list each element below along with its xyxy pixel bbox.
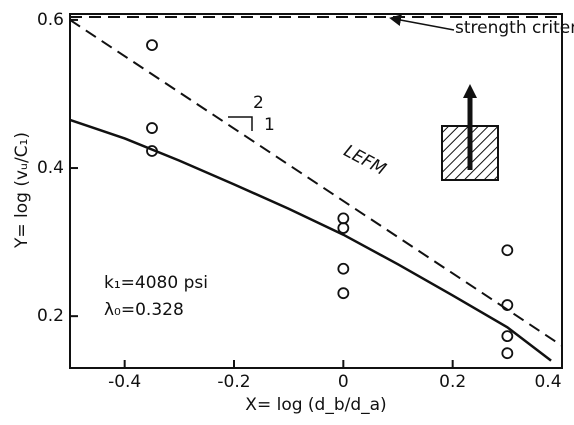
x-tick-label: 0.2 [439,372,466,392]
x-tick-label: -0.2 [217,372,250,392]
x-axis-label: X= log (d_b/d_a) [245,395,386,415]
series-line [69,118,552,362]
slope-triangle [228,116,253,131]
x-tick-label: 0 [338,372,349,392]
data-point [501,244,514,257]
annotation: λ₀=0.328 [104,300,184,320]
y-tick-label: 0.2 [37,306,64,326]
data-point [337,212,350,225]
annotation-arrow [389,14,455,31]
series-line [69,19,563,347]
data-point [501,299,514,311]
x-tick-label: 0.4 [534,372,561,392]
data-point [337,262,350,275]
y-tick-label: 0.4 [37,158,64,178]
data-point [337,222,350,234]
data-point [146,39,158,52]
y-axis-label: Y= log (vᵤ/C₁) [12,132,32,249]
y-tick-label: 0.6 [37,10,64,30]
data-point [337,287,350,300]
annotation: 2 [253,93,264,113]
data-point [501,347,514,360]
series-label: strength criterion [455,18,574,38]
data-point [501,330,514,343]
annotation: k₁=4080 psi [104,273,208,293]
plot-frame [69,13,563,369]
annotation: 1 [264,115,275,135]
data-point [146,122,158,134]
data-point [146,145,158,157]
series-label: LEFM [340,141,389,180]
x-tick-label: -0.4 [108,372,141,392]
crack-arrow [463,84,477,98]
